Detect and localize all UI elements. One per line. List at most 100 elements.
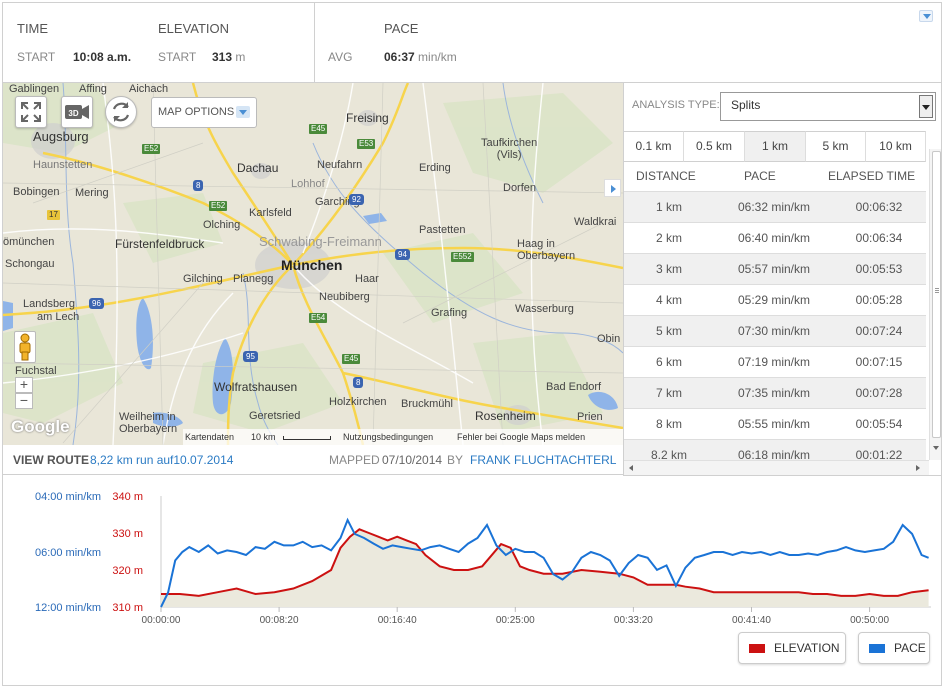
map-label-aichach: Aichach — [129, 83, 169, 95]
elevation-axis-label: 340 m — [112, 491, 143, 503]
elevation-title: ELEVATION — [158, 21, 230, 36]
table-row[interactable]: 4 km 05:29 min/km 00:05:28 — [624, 284, 926, 315]
table-row[interactable]: 5 km 07:30 min/km 00:07:24 — [624, 315, 926, 346]
by-label: BY — [447, 453, 464, 467]
author-link[interactable]: FRANK FLUCHTACHTERL — [470, 453, 617, 467]
x-tick-label: 00:41:40 — [732, 615, 771, 626]
highway-shield-e45-b: E45 — [342, 354, 361, 364]
elevation-area — [161, 529, 929, 607]
map-label-wolfratshausen: Wolfratshausen — [214, 380, 298, 394]
split-pace: 07:35 min/km — [737, 386, 811, 400]
map-label-weilheim: Weilheim in Oberbayern — [119, 411, 178, 435]
table-row[interactable]: 8 km 05:55 min/km 00:05:54 — [624, 408, 926, 439]
pace-title: PACE — [384, 21, 419, 36]
chevron-down-icon — [236, 106, 250, 118]
table-row[interactable]: 1 km 06:32 min/km 00:06:32 — [624, 191, 926, 222]
x-tick-label: 00:16:40 — [378, 615, 417, 626]
split-pace: 05:57 min/km — [737, 262, 811, 276]
highway-shield-e54: E54 — [309, 313, 328, 323]
map-label-landsberg: Landsberg — [23, 298, 75, 310]
split-elapsed: 00:01:22 — [855, 448, 903, 462]
scroll-down-arrow[interactable] — [933, 446, 939, 450]
split-elapsed: 00:05:28 — [855, 293, 903, 307]
x-tick-label: 00:25:00 — [496, 615, 535, 626]
fullscreen-button[interactable] — [15, 96, 47, 128]
elevation-axis-label: 330 m — [112, 528, 143, 540]
rotate-view-button[interactable] — [105, 96, 137, 128]
analysis-type-select[interactable]: Splits — [720, 92, 936, 121]
map-label-neufahrn: Neufahrn — [317, 159, 363, 171]
splits-vertical-scrollbar[interactable] — [929, 149, 941, 460]
map-data-link[interactable]: Kartendaten — [185, 432, 235, 442]
highway-shield-e45: E45 — [309, 124, 328, 134]
street-view-pegman[interactable] — [14, 331, 36, 363]
segment-0-1km[interactable]: 0.1 km — [624, 131, 684, 162]
map-label-muenchen-west: ömünchen — [3, 236, 55, 248]
map-label-augsburg: Augsburg — [33, 129, 89, 144]
elevation-unit: m — [235, 50, 246, 64]
map-label-dachau: Dachau — [237, 161, 279, 175]
legend-pace-toggle[interactable]: PACE — [858, 632, 930, 664]
stats-header: TIME START 10:08 a.m. ELEVATION START 31… — [3, 3, 941, 83]
view-3d-button[interactable]: 3D — [61, 96, 93, 128]
table-row[interactable]: 7 km 07:35 min/km 00:07:28 — [624, 377, 926, 408]
map-label-pastetten: Pastetten — [419, 224, 466, 236]
map-label-wasserburg: Wasserburg — [515, 303, 574, 315]
column-pace: PACE — [744, 169, 776, 183]
mapped-label: MAPPED — [329, 453, 380, 467]
split-distance: 3 km — [655, 262, 682, 276]
map-label-fuchstal: Fuchstal — [15, 365, 57, 377]
segment-1km[interactable]: 1 km — [745, 131, 806, 162]
segment-10km[interactable]: 10 km — [866, 131, 926, 162]
split-elapsed: 00:05:54 — [855, 417, 903, 431]
table-row[interactable]: 3 km 05:57 min/km 00:05:53 — [624, 253, 926, 284]
x-tick-label: 00:08:20 — [260, 615, 299, 626]
route-link[interactable]: 8,22 km run auf10.07.2014 — [90, 453, 234, 467]
segment-0-5km[interactable]: 0.5 km — [684, 131, 745, 162]
splits-horizontal-scrollbar[interactable] — [624, 460, 929, 475]
map-label-mering: Mering — [75, 187, 109, 199]
legend-pace-label: PACE — [894, 641, 926, 655]
map-label-grafing: Grafing — [431, 307, 468, 319]
map-label-lohhof: Lohhof — [291, 178, 325, 190]
collapse-header-button[interactable] — [919, 10, 933, 22]
map-label-dorfen: Dorfen — [503, 182, 537, 194]
header-divider — [314, 3, 315, 82]
table-row[interactable]: 2 km 06:40 min/km 00:06:34 — [624, 222, 926, 253]
chevron-down-icon — [919, 95, 933, 118]
map-label-fuerstenfeldbruck: Fürstenfeldbruck — [115, 237, 205, 251]
map-terms-link[interactable]: Nutzungsbedingungen — [343, 432, 434, 442]
view-3d-label: 3D — [68, 109, 78, 118]
split-distance: 6 km — [655, 355, 682, 369]
x-tick-label: 00:50:00 — [850, 615, 889, 626]
analysis-panel: ANALYSIS TYPE: Splits 0.1 km 0.5 km 1 km… — [623, 83, 941, 476]
split-distance: 1 km — [655, 200, 682, 214]
map-label-haunstetten: Haunstetten — [33, 159, 93, 171]
map-options-dropdown[interactable]: MAP OPTIONS — [151, 97, 257, 128]
scroll-right-arrow[interactable] — [916, 465, 920, 471]
vertical-scroll-thumb[interactable] — [932, 151, 941, 438]
split-pace: 05:55 min/km — [737, 417, 811, 431]
table-row[interactable]: 6 km 07:19 min/km 00:07:15 — [624, 346, 926, 377]
expand-panel-button[interactable] — [604, 179, 621, 197]
map-label-rosenheim: Rosenheim — [475, 409, 536, 423]
highway-shield-8: 8 — [193, 180, 204, 191]
route-map[interactable]: Gablingen Affing Aichach Augsburg Haunst… — [3, 83, 623, 445]
map-label-karlsfeld: Karlsfeld — [249, 207, 292, 219]
zoom-in-button[interactable]: + — [15, 377, 33, 393]
map-label-haar: Haar — [355, 273, 379, 285]
highway-shield-8-b: 8 — [353, 377, 364, 388]
zoom-out-button[interactable]: − — [15, 393, 33, 409]
rotate-icon — [112, 102, 130, 122]
highway-shield-95: 95 — [243, 351, 258, 362]
map-label-waldkraiburg: Waldkrai — [574, 216, 617, 228]
legend-elevation-toggle[interactable]: ELEVATION — [738, 632, 846, 664]
segment-5km[interactable]: 5 km — [806, 131, 866, 162]
split-pace: 06:18 min/km — [737, 448, 811, 462]
google-logo: Google — [11, 417, 70, 436]
scroll-left-arrow[interactable] — [629, 465, 633, 471]
map-report-link[interactable]: Fehler bei Google Maps melden — [457, 432, 586, 442]
pegman-icon — [19, 333, 31, 361]
split-elapsed: 00:06:32 — [855, 200, 903, 214]
map-label-taufkirchen: Taufkirchen (Vils) — [481, 137, 538, 161]
